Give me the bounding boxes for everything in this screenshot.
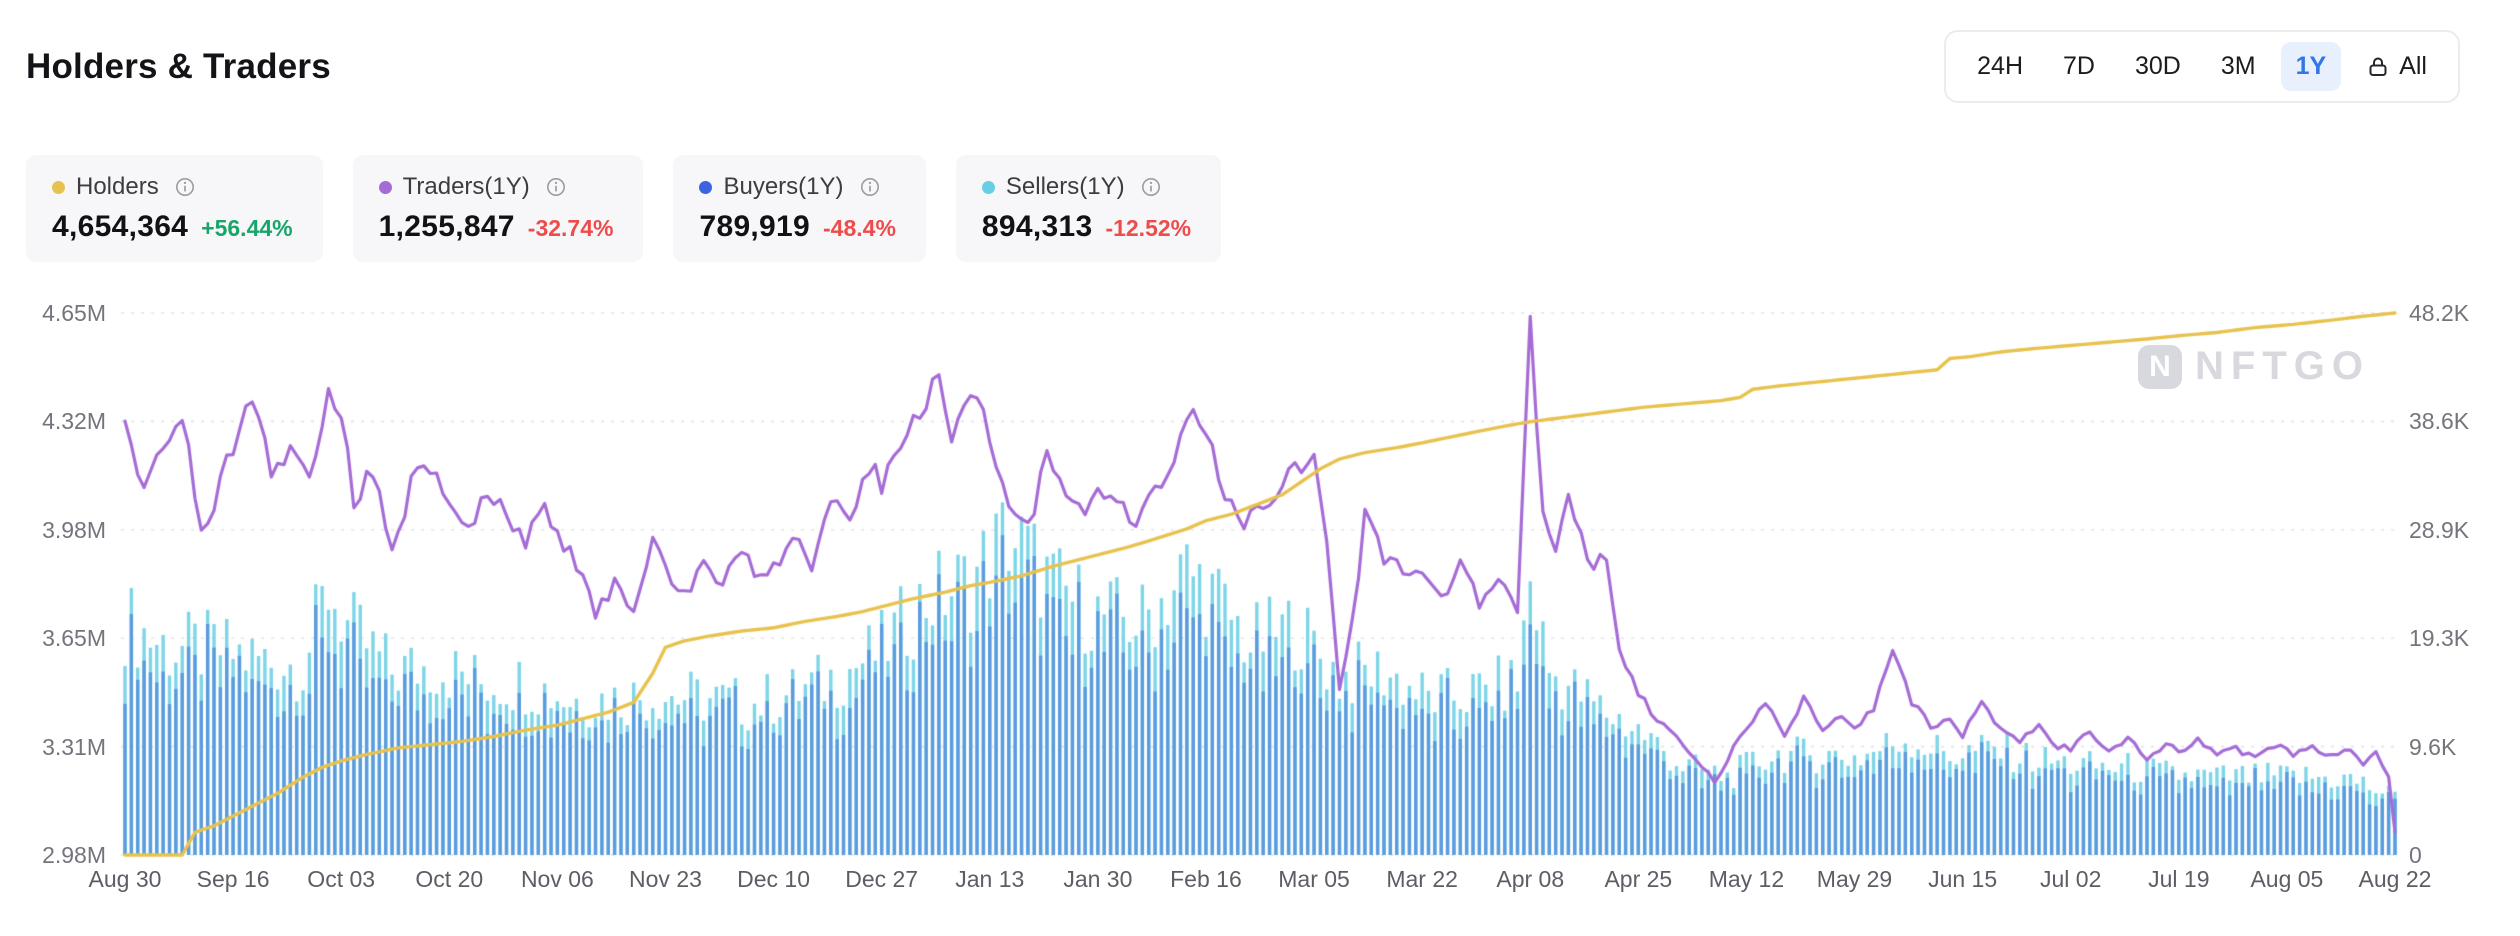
x-axis-label: Oct 03 <box>307 866 376 892</box>
range-option-all[interactable]: All <box>2351 42 2442 91</box>
info-icon[interactable] <box>546 177 566 197</box>
traders-value: 1,255,847 <box>378 210 515 243</box>
y-axis-left-label: 2.98M <box>42 842 106 868</box>
info-icon[interactable] <box>1141 177 1161 197</box>
y-axis-right-label: 9.6K <box>2409 733 2457 760</box>
sellers-change: -12.52% <box>1105 215 1192 241</box>
stat-card-traders[interactable]: Traders(1Y) 1,255,847 -32.74% <box>352 155 644 262</box>
buyers-change: -48.4% <box>823 215 896 241</box>
range-option-1y[interactable]: 1Y <box>2280 42 2342 91</box>
nftgo-watermark: N NFTGO <box>2138 344 2370 389</box>
x-axis-label: Aug 30 <box>88 866 162 892</box>
y-axis-left-label: 3.31M <box>42 733 106 760</box>
x-axis-label: Oct 20 <box>415 866 484 892</box>
traders-series-dot <box>378 180 392 194</box>
x-axis-label: Feb 16 <box>1170 866 1242 892</box>
lock-icon <box>2369 57 2387 76</box>
x-axis-label: Nov 06 <box>520 866 594 892</box>
x-axis-label: Mar 22 <box>1386 866 1458 892</box>
y-axis-right-label: 38.6K <box>2409 408 2470 435</box>
range-option-30d[interactable]: 30D <box>2120 42 2196 91</box>
x-axis-label: Nov 23 <box>629 866 702 892</box>
y-axis-right-label: 0 <box>2409 842 2422 868</box>
x-axis-label: Apr 08 <box>1496 866 1565 892</box>
x-axis-label: Mar 05 <box>1278 866 1350 892</box>
range-option-3m[interactable]: 3M <box>2206 42 2271 91</box>
buyers-label: Buyers(1Y) <box>723 173 844 200</box>
y-axis-right-label: 19.3K <box>2409 625 2470 652</box>
x-axis-label: Apr 25 <box>1604 866 1673 892</box>
x-axis-label: Jan 30 <box>1063 866 1133 892</box>
nftgo-watermark-text: NFTGO <box>2195 344 2370 388</box>
info-icon[interactable] <box>175 177 195 197</box>
page-title: Holders & Traders <box>26 46 331 86</box>
stats-row: Holders 4,654,364 +56.44% Traders(1Y) 1,255,… <box>0 155 2520 262</box>
holders-value: 4,654,364 <box>52 210 189 243</box>
x-axis-label: Jun 15 <box>1928 866 1998 892</box>
holders-series-dot <box>52 180 65 194</box>
range-option-all-label: All <box>2399 52 2427 80</box>
y-axis-right-label: 48.2K <box>2409 300 2470 326</box>
traders-change: -32.74% <box>527 215 614 241</box>
sellers-series-dot <box>981 180 995 194</box>
range-option-7d[interactable]: 7D <box>2048 42 2110 91</box>
x-axis-label: Jan 13 <box>955 866 1025 892</box>
holders-traders-chart[interactable] <box>0 298 2520 918</box>
sellers-value: 894,313 <box>981 210 1093 243</box>
x-axis-label: May 29 <box>1816 866 1893 892</box>
stat-card-holders[interactable]: Holders 4,654,364 +56.44% <box>26 155 323 262</box>
panel-header: Holders & Traders 24H 7D 30D 3M 1Y All <box>0 0 2520 103</box>
y-axis-right-label: 28.9K <box>2409 516 2470 543</box>
holders-change: +56.44% <box>201 215 293 241</box>
x-axis-label: Dec 10 <box>737 866 810 892</box>
time-range-selector: 24H 7D 30D 3M 1Y All <box>1944 30 2460 103</box>
y-axis-left-label: 4.65M <box>42 300 106 326</box>
buyers-series-dot <box>699 180 713 194</box>
stat-card-sellers[interactable]: Sellers(1Y) 894,313 -12.52% <box>955 155 1222 262</box>
x-axis-label: Sep 16 <box>196 866 270 892</box>
range-option-24h[interactable]: 24H <box>1962 42 2038 91</box>
y-axis-left-label: 4.32M <box>42 408 106 435</box>
x-axis-label: Jul 19 <box>2148 866 2210 892</box>
y-axis-left-label: 3.65M <box>42 625 106 652</box>
y-axis-left-label: 3.98M <box>42 516 106 543</box>
x-axis-label: Dec 27 <box>845 866 919 892</box>
x-axis-label: Aug 22 <box>2358 866 2432 892</box>
info-icon[interactable] <box>860 177 880 197</box>
traders-label: Traders(1Y) <box>402 173 530 200</box>
sellers-label: Sellers(1Y) <box>1005 173 1125 200</box>
x-axis-label: Aug 05 <box>2250 866 2324 892</box>
nftgo-logo-icon: N <box>2138 344 2183 389</box>
buyers-value: 789,919 <box>699 210 811 243</box>
x-axis-label: May 12 <box>1708 866 1785 892</box>
stat-card-buyers[interactable]: Buyers(1Y) 789,919 -48.4% <box>673 155 926 262</box>
x-axis-label: Jul 02 <box>2040 866 2102 892</box>
chart-area: 2.98M 3.31M 3.65M 3.98M 4.32M 4.65M 0 9.6K 19.3… <box>0 298 2520 918</box>
holders-label: Holders <box>76 173 159 200</box>
